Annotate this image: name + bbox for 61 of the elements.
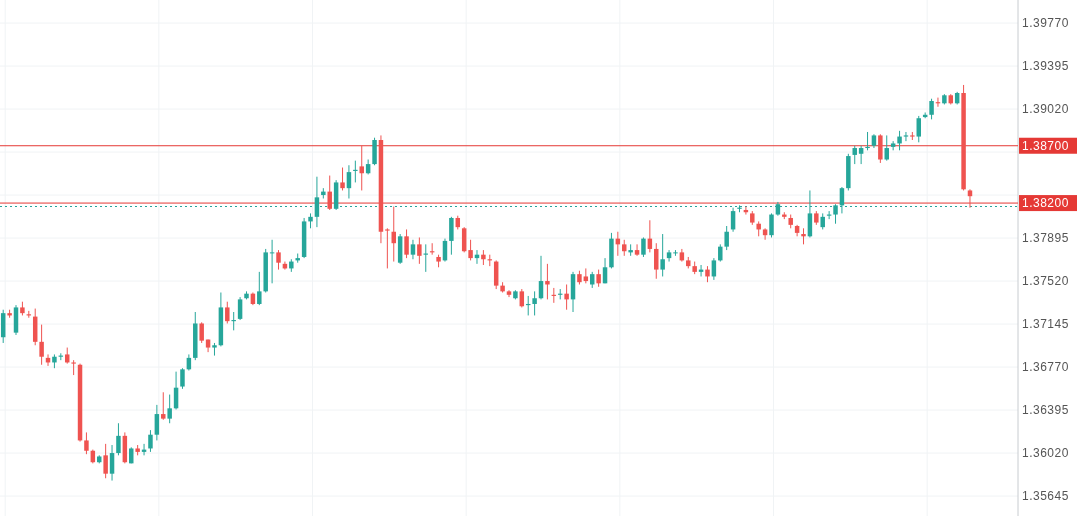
candlestick: [404, 228, 409, 259]
candlestick: [929, 98, 934, 120]
candlestick: [916, 115, 921, 143]
candlestick: [180, 367, 185, 390]
y-tick-label: 1.36770: [1022, 360, 1069, 375]
y-tick-label: 1.39020: [1022, 102, 1069, 117]
candlestick: [161, 391, 166, 421]
y-tick-label: 1.36395: [1022, 403, 1069, 418]
candlestick: [666, 249, 672, 263]
y-tick-label: 1.37145: [1022, 317, 1069, 332]
candlestick: [154, 404, 160, 441]
candlestick: [340, 167, 345, 191]
candlestick: [103, 443, 108, 479]
candlestick: [257, 271, 262, 306]
candlestick: [858, 145, 864, 165]
candlestick: [449, 216, 454, 256]
candlestick: [269, 239, 275, 284]
candlestick: [116, 422, 121, 456]
candlestick: [762, 227, 768, 241]
candlestick: [628, 243, 633, 257]
candlestick: [532, 290, 537, 316]
y-tick-label: 1.37895: [1022, 231, 1069, 246]
candlestick: [225, 301, 230, 324]
candlestick: [967, 188, 973, 209]
ref-line-label: 1.38200: [1022, 196, 1069, 211]
candlestick: [903, 131, 909, 142]
candlestick: [468, 239, 473, 261]
candlestick: [327, 175, 332, 211]
candlestick: [417, 236, 422, 265]
candlestick: [167, 394, 172, 424]
candlestick: [231, 311, 236, 331]
candlestick: [654, 242, 659, 280]
candlestick: [519, 288, 525, 308]
candlestick: [897, 130, 902, 151]
candlestick: [385, 227, 390, 269]
candlestick: [660, 233, 665, 277]
y-tick-label: 1.39395: [1022, 59, 1069, 74]
candlestick: [634, 243, 640, 257]
candlestick: [39, 324, 44, 366]
candlestick: [353, 160, 358, 183]
candlestick: [148, 429, 153, 453]
candlestick: [237, 296, 243, 321]
candlestick: [852, 145, 857, 165]
candlestick: [410, 239, 416, 260]
candlestick: [359, 145, 364, 191]
candlestick: [884, 134, 889, 162]
candlestick: [564, 283, 569, 311]
y-tick-label: 1.35645: [1022, 489, 1069, 504]
candlestick: [865, 131, 870, 151]
candlestick: [769, 212, 774, 238]
candlestick: [109, 444, 115, 482]
y-tick-label: 1.37520: [1022, 274, 1069, 289]
y-tick-label: 1.39770: [1022, 16, 1069, 31]
y-tick-label: 1.36020: [1022, 446, 1069, 461]
candlestick: [724, 225, 729, 251]
candlestick: [545, 263, 550, 300]
candlestick: [641, 236, 646, 258]
candlestick: [84, 431, 89, 455]
candlestick: [199, 321, 204, 344]
candlestick: [276, 249, 281, 271]
ref-line-label: 1.38700: [1022, 138, 1069, 153]
